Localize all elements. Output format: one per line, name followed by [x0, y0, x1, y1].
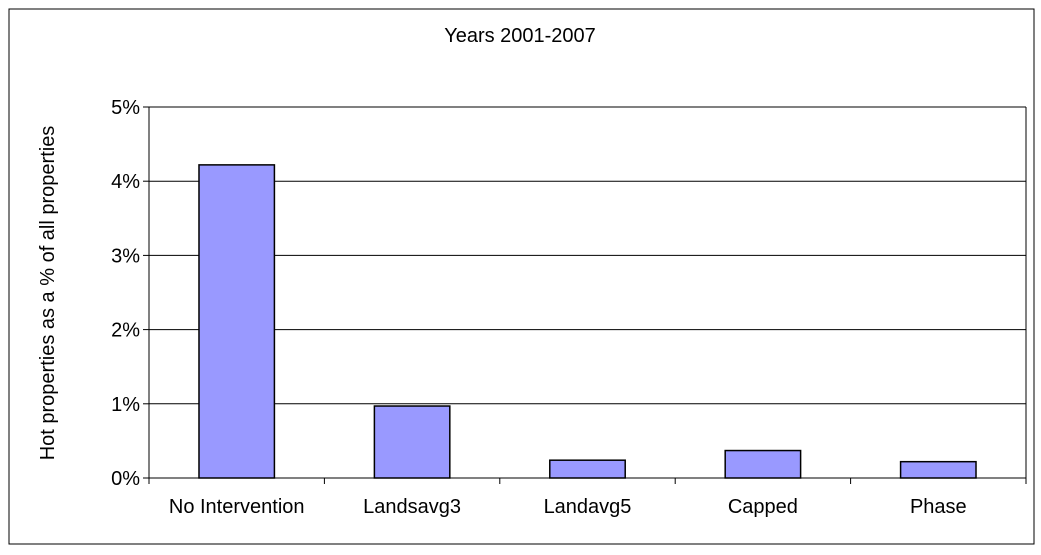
- bar: [724, 449, 802, 479]
- bar: [373, 405, 451, 479]
- y-axis-label: Hot properties as a % of all properties: [37, 126, 59, 461]
- chart-title: Years 2001-2007: [444, 25, 596, 47]
- y-tick-label: 3%: [111, 245, 140, 267]
- y-tick-label: 1%: [111, 394, 140, 416]
- y-tick-label: 2%: [111, 320, 140, 342]
- bar: [198, 164, 276, 479]
- x-tick-label: Capped: [728, 496, 798, 518]
- y-tick-label: 0%: [111, 468, 140, 490]
- bar: [549, 459, 626, 479]
- x-tick-label: Landavg5: [544, 496, 632, 518]
- x-tick-label: No Intervention: [169, 496, 305, 518]
- x-tick-label: Landsavg3: [363, 496, 461, 518]
- bar: [899, 460, 977, 479]
- y-tick-label: 5%: [111, 97, 140, 119]
- plot-background: [149, 107, 1026, 478]
- plot-area: 0% 1% 2% 3% 4% 5% No Intervention Landsavg3 Land…: [111, 97, 1027, 518]
- x-tick-label: Phase: [910, 496, 967, 518]
- y-tick-label: 4%: [111, 171, 140, 193]
